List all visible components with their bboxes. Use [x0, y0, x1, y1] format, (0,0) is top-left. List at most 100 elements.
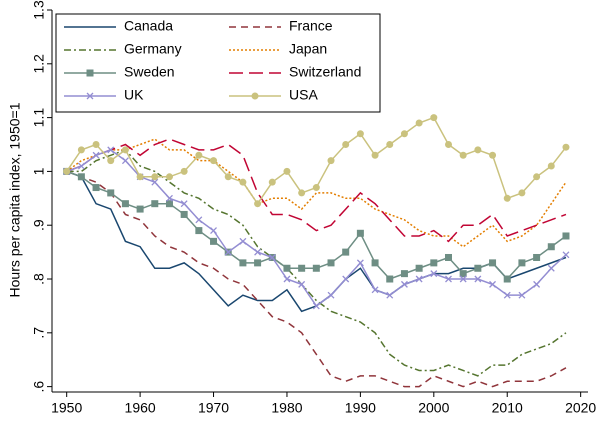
marker	[371, 151, 379, 159]
series-line	[66, 138, 567, 243]
marker	[121, 200, 129, 208]
y-tick-label: .8	[31, 273, 47, 285]
marker	[254, 200, 262, 208]
x-tick-label: 1950	[51, 400, 82, 416]
marker	[503, 291, 511, 299]
marker	[195, 151, 203, 159]
marker	[239, 178, 247, 186]
marker	[342, 141, 350, 149]
marker	[210, 237, 218, 245]
marker	[180, 200, 188, 208]
y-tick-label: .9	[31, 219, 47, 231]
marker	[312, 264, 320, 272]
y-tick-label: .6	[31, 381, 47, 393]
marker	[547, 264, 555, 272]
marker	[489, 151, 497, 159]
marker	[166, 194, 173, 202]
marker	[533, 253, 541, 261]
marker	[533, 173, 541, 181]
marker	[474, 275, 482, 283]
marker	[430, 270, 438, 278]
x-tick-label: 1970	[198, 400, 229, 416]
marker	[518, 291, 526, 299]
y-tick-label: 1	[31, 167, 47, 175]
marker	[356, 259, 364, 267]
marker	[283, 264, 291, 272]
marker	[239, 237, 247, 245]
legend-label: Japan	[289, 41, 327, 57]
marker	[444, 253, 452, 261]
x-tick-label: 2000	[418, 400, 449, 416]
series-line	[66, 170, 567, 313]
marker	[224, 173, 232, 181]
y-axis-label: Hours per capita index, 1950=1	[7, 102, 23, 297]
y-tick-label: 1.3	[31, 0, 47, 20]
marker	[444, 141, 452, 149]
marker	[386, 141, 394, 149]
x-tick-label: 2010	[492, 400, 523, 416]
legend-label: Switzerland	[289, 64, 361, 80]
marker	[489, 280, 497, 288]
marker	[121, 157, 129, 165]
marker	[77, 173, 85, 181]
marker	[151, 200, 159, 208]
marker	[489, 259, 497, 267]
marker	[254, 248, 262, 256]
marker	[445, 275, 452, 283]
x-tick-label: 2020	[565, 400, 596, 416]
marker	[107, 157, 115, 165]
legend-label: France	[289, 18, 333, 34]
marker	[136, 173, 144, 181]
marker	[342, 275, 350, 283]
marker	[224, 248, 232, 256]
marker	[400, 280, 408, 288]
marker	[136, 205, 144, 213]
marker	[459, 275, 467, 283]
marker	[254, 259, 262, 267]
marker	[180, 210, 188, 218]
marker	[430, 259, 438, 267]
marker	[503, 275, 511, 283]
marker	[386, 291, 394, 299]
marker	[92, 151, 100, 159]
y-tick-label: 1.1	[31, 108, 47, 128]
marker	[77, 162, 85, 170]
legend-label: Germany	[124, 41, 182, 57]
series-line	[66, 149, 567, 377]
marker	[459, 270, 467, 278]
x-tick-label: 1980	[271, 400, 302, 416]
marker	[312, 184, 320, 192]
marker	[415, 264, 423, 272]
marker	[86, 92, 94, 100]
marker	[165, 200, 173, 208]
marker	[298, 264, 306, 272]
marker	[533, 280, 541, 288]
legend-label: Canada	[124, 18, 173, 34]
marker	[503, 194, 511, 202]
legend-label: USA	[289, 87, 318, 103]
marker	[77, 146, 85, 154]
marker	[327, 259, 335, 267]
x-tick-label: 1990	[345, 400, 376, 416]
marker	[151, 178, 159, 186]
marker	[356, 130, 364, 138]
marker	[92, 141, 100, 149]
marker	[298, 280, 306, 288]
marker	[518, 259, 526, 267]
x-tick-label: 1960	[125, 400, 156, 416]
marker	[251, 92, 259, 100]
marker	[400, 130, 408, 138]
marker	[268, 254, 276, 261]
marker	[210, 157, 218, 165]
marker	[474, 146, 482, 154]
marker	[298, 189, 306, 197]
marker	[386, 275, 394, 283]
marker	[165, 173, 173, 181]
marker	[312, 302, 320, 310]
marker	[547, 243, 555, 251]
marker	[195, 216, 203, 224]
legend-label: UK	[124, 87, 144, 103]
marker	[327, 157, 335, 165]
marker	[562, 232, 570, 240]
